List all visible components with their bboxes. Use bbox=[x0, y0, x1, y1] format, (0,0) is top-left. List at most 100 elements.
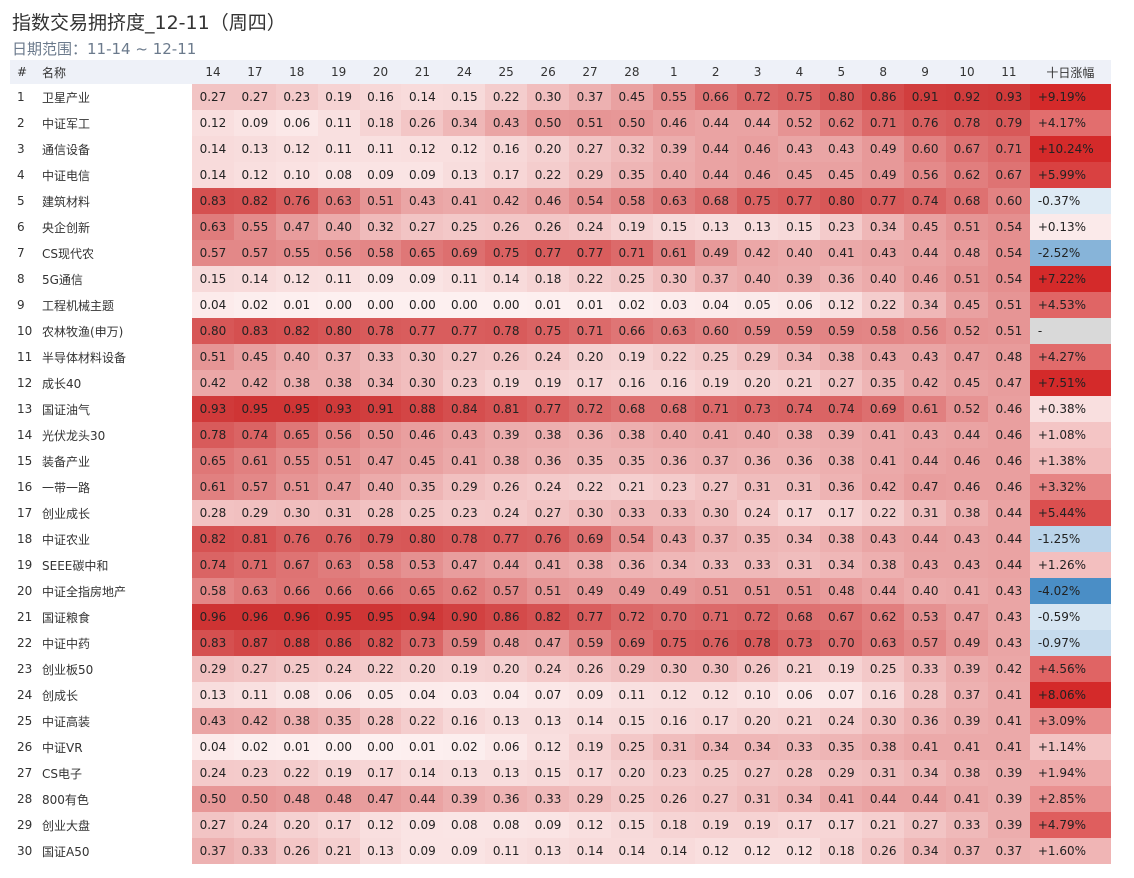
heat-cell: 0.41 bbox=[820, 786, 863, 812]
heat-cell: 0.40 bbox=[904, 578, 947, 604]
change-cell: +7.22% bbox=[1029, 266, 1111, 292]
heat-cell: 0.43 bbox=[987, 604, 1030, 630]
heat-cell: 0.83 bbox=[192, 188, 234, 214]
row-index: 19 bbox=[10, 552, 40, 578]
heat-cell: 0.26 bbox=[275, 838, 318, 864]
heat-cell: 0.24 bbox=[736, 500, 779, 526]
row-index: 25 bbox=[10, 708, 40, 734]
heat-cell: 0.21 bbox=[862, 812, 905, 838]
heat-cell: 0.47 bbox=[527, 630, 570, 656]
heat-cell: 0.63 bbox=[862, 630, 905, 656]
heat-cell: 0.21 bbox=[317, 838, 360, 864]
heat-cell: 0.33 bbox=[652, 500, 695, 526]
row-name: 中证高装 bbox=[40, 708, 193, 734]
heat-cell: 0.09 bbox=[569, 682, 611, 708]
heat-cell: 0.41 bbox=[694, 422, 737, 448]
change-cell: +1.08% bbox=[1029, 422, 1111, 448]
heat-cell: 0.31 bbox=[778, 552, 821, 578]
heat-cell: 0.44 bbox=[987, 500, 1030, 526]
heat-cell: 0.15 bbox=[610, 812, 653, 838]
heat-cell: 0.71 bbox=[987, 136, 1030, 162]
heat-cell: 0.57 bbox=[192, 240, 234, 266]
heat-cell: 0.66 bbox=[694, 84, 737, 110]
table-row: 17 创业成长 0.28 0.29 0.30 0.31 0.28 0.25 0.23 0.24 0.… bbox=[10, 500, 1111, 526]
row-name: 成长40 bbox=[40, 370, 193, 396]
heat-cell: 0.88 bbox=[275, 630, 318, 656]
table-row: 21 国证粮食 0.96 0.96 0.96 0.95 0.95 0.94 0.90 0.86 0.… bbox=[10, 604, 1111, 630]
heat-cell: 0.80 bbox=[820, 84, 863, 110]
table-row: 24 创成长 0.13 0.11 0.08 0.06 0.05 0.04 0.03 0.04 0.0… bbox=[10, 682, 1111, 708]
row-name: 中证全指房地产 bbox=[40, 578, 193, 604]
heat-cell: 0.15 bbox=[527, 760, 570, 786]
table-row: 26 中证VR 0.04 0.02 0.01 0.00 0.00 0.01 0.02 0.06 0.… bbox=[10, 734, 1111, 760]
heat-cell: 0.31 bbox=[652, 734, 695, 760]
heat-cell: 0.63 bbox=[652, 318, 695, 344]
heat-cell: 0.26 bbox=[401, 110, 444, 136]
heat-cell: 0.67 bbox=[987, 162, 1030, 188]
heat-cell: 0.26 bbox=[736, 656, 779, 682]
heat-cell: 0.22 bbox=[862, 500, 905, 526]
heat-cell: 0.17 bbox=[820, 812, 863, 838]
heat-cell: 0.27 bbox=[401, 214, 444, 240]
heat-cell: 0.10 bbox=[736, 682, 779, 708]
heat-cell: 0.13 bbox=[485, 760, 528, 786]
heat-cell: 0.30 bbox=[694, 500, 737, 526]
row-index: 13 bbox=[10, 396, 40, 422]
heat-cell: 0.45 bbox=[820, 162, 863, 188]
heat-cell: 0.31 bbox=[317, 500, 360, 526]
heat-cell: 0.38 bbox=[275, 708, 318, 734]
heat-cell: 0.00 bbox=[359, 734, 402, 760]
row-name: 中证电信 bbox=[40, 162, 193, 188]
heat-cell: 0.76 bbox=[275, 188, 318, 214]
heat-cell: 0.28 bbox=[359, 708, 402, 734]
heat-cell: 0.44 bbox=[904, 448, 947, 474]
heat-cell: 0.96 bbox=[233, 604, 276, 630]
heat-cell: 0.60 bbox=[694, 318, 737, 344]
heat-cell: 0.43 bbox=[987, 630, 1030, 656]
heat-cell: 0.86 bbox=[485, 604, 528, 630]
heat-cell: 0.77 bbox=[778, 188, 821, 214]
heat-cell: 0.09 bbox=[359, 162, 402, 188]
heat-cell: 0.00 bbox=[317, 734, 360, 760]
change-cell: +3.09% bbox=[1029, 708, 1111, 734]
heat-cell: 0.25 bbox=[610, 734, 653, 760]
heat-cell: 0.34 bbox=[820, 552, 863, 578]
heat-cell: 0.12 bbox=[401, 136, 444, 162]
heat-cell: 0.24 bbox=[485, 500, 528, 526]
heat-cell: 0.63 bbox=[192, 214, 234, 240]
heat-cell: 0.54 bbox=[987, 214, 1030, 240]
heat-cell: 0.29 bbox=[610, 656, 653, 682]
heat-cell: 0.49 bbox=[862, 136, 905, 162]
row-index: 20 bbox=[10, 578, 40, 604]
row-name: 国证A50 bbox=[40, 838, 193, 864]
heat-cell: 0.75 bbox=[527, 318, 570, 344]
heat-cell: 0.12 bbox=[820, 292, 863, 318]
heat-cell: 0.36 bbox=[736, 448, 779, 474]
heat-cell: 0.36 bbox=[904, 708, 947, 734]
change-cell: +4.56% bbox=[1029, 656, 1111, 682]
heat-cell: 0.14 bbox=[233, 266, 276, 292]
table-row: 2 中证军工 0.12 0.09 0.06 0.11 0.18 0.26 0.34 0.43 0.5… bbox=[10, 110, 1111, 136]
heat-cell: 0.19 bbox=[694, 370, 737, 396]
heat-cell: 0.23 bbox=[652, 760, 695, 786]
heat-cell: 0.46 bbox=[652, 110, 695, 136]
heat-cell: 0.39 bbox=[652, 136, 695, 162]
heat-cell: 0.19 bbox=[610, 344, 653, 370]
heat-cell: 0.30 bbox=[652, 656, 695, 682]
heat-cell: 0.21 bbox=[778, 656, 821, 682]
heat-cell: 0.15 bbox=[652, 214, 695, 240]
heat-cell: 0.15 bbox=[778, 214, 821, 240]
heat-cell: 0.15 bbox=[610, 708, 653, 734]
heat-cell: 0.59 bbox=[443, 630, 486, 656]
heat-cell: 0.61 bbox=[192, 474, 234, 500]
heat-cell: 0.37 bbox=[569, 84, 611, 110]
heat-cell: 0.33 bbox=[778, 734, 821, 760]
table-row: 25 中证高装 0.43 0.42 0.38 0.35 0.28 0.22 0.16 0.13 0.… bbox=[10, 708, 1111, 734]
heat-cell: 0.38 bbox=[862, 734, 905, 760]
heat-cell: 0.22 bbox=[485, 84, 528, 110]
heat-cell: 0.35 bbox=[610, 162, 653, 188]
heat-cell: 0.65 bbox=[401, 578, 444, 604]
heat-cell: 0.88 bbox=[401, 396, 444, 422]
heat-cell: 0.81 bbox=[233, 526, 276, 552]
heat-cell: 0.28 bbox=[778, 760, 821, 786]
